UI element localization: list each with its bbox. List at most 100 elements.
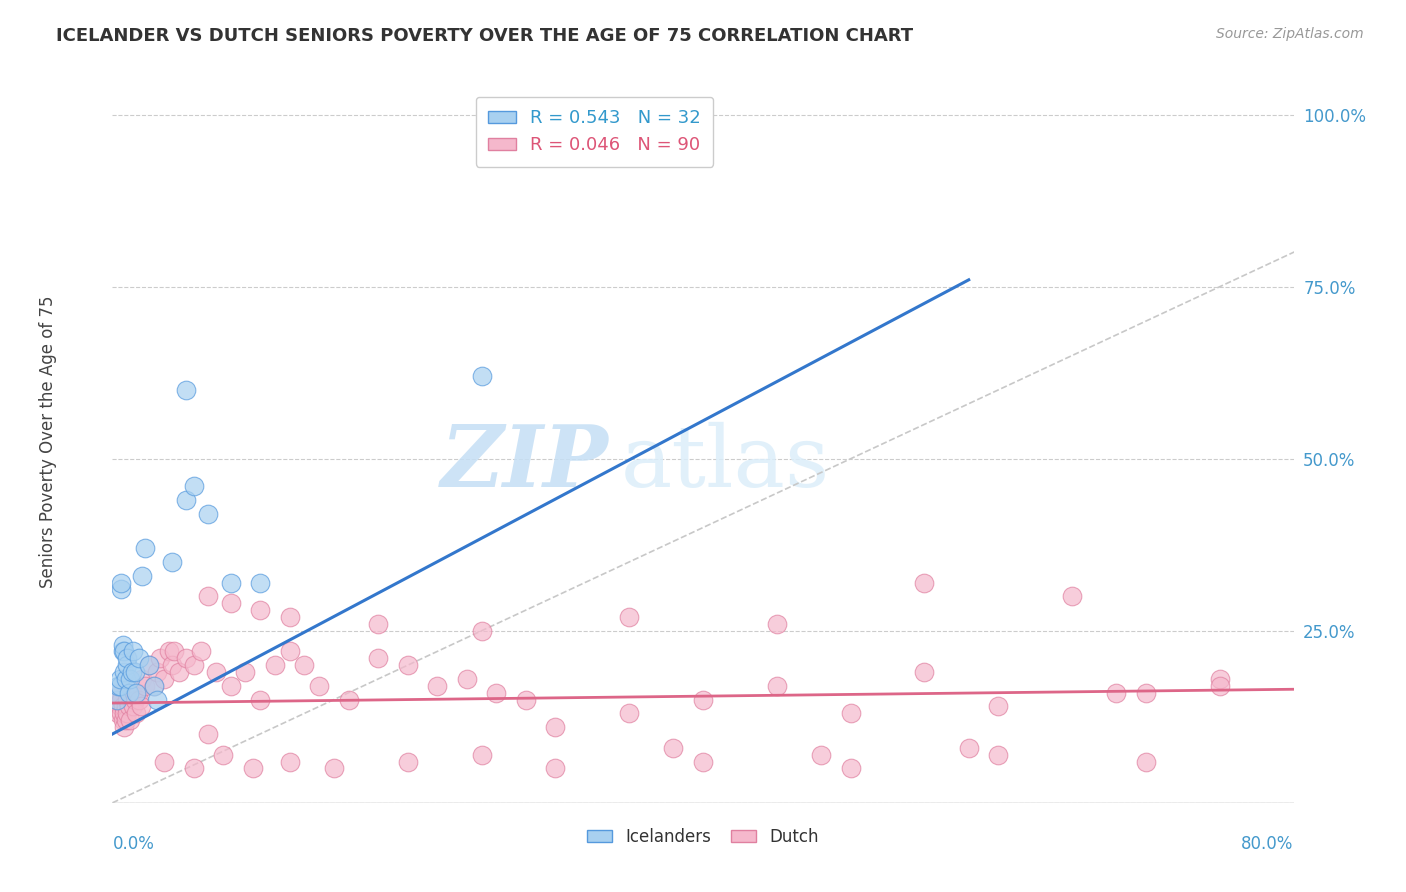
Point (142, 679, 165, 693)
Point (197, 727, 219, 741)
Point (987, 747, 1010, 762)
Point (183, 761, 205, 775)
Point (117, 651, 138, 665)
Point (117, 658, 138, 673)
Point (278, 644, 301, 658)
Point (470, 369, 494, 384)
Point (174, 651, 197, 665)
Text: Source: ZipAtlas.com: Source: ZipAtlas.com (1216, 27, 1364, 41)
Point (190, 644, 212, 658)
Point (249, 692, 271, 706)
Point (107, 706, 129, 721)
Point (233, 665, 256, 679)
Point (174, 383, 197, 397)
Point (692, 692, 714, 706)
Point (107, 679, 129, 693)
Point (110, 575, 132, 590)
Point (153, 672, 176, 686)
Point (122, 699, 145, 714)
Point (108, 699, 131, 714)
Point (183, 479, 205, 493)
Point (914, 665, 936, 679)
Point (219, 575, 242, 590)
Point (114, 672, 136, 686)
Point (396, 658, 419, 673)
Point (367, 616, 389, 631)
Point (118, 686, 141, 700)
Point (134, 679, 156, 693)
Point (129, 699, 152, 714)
Point (105, 692, 128, 706)
Point (219, 596, 242, 610)
Point (183, 658, 205, 673)
Point (120, 672, 142, 686)
Point (839, 706, 862, 721)
Point (160, 658, 183, 673)
Point (619, 128, 641, 143)
Point (456, 672, 478, 686)
Point (1062, 590, 1084, 604)
Text: atlas: atlas (620, 422, 830, 505)
Point (766, 679, 789, 693)
Point (212, 747, 235, 762)
Point (1135, 755, 1157, 769)
Text: 80.0%: 80.0% (1241, 835, 1294, 854)
Point (292, 658, 315, 673)
Point (125, 686, 148, 700)
Point (160, 555, 183, 569)
Point (122, 644, 145, 658)
Point (108, 686, 131, 700)
Point (197, 590, 219, 604)
Point (515, 692, 537, 706)
Point (112, 644, 135, 658)
Point (470, 747, 494, 762)
Point (278, 755, 301, 769)
Point (124, 665, 146, 679)
Point (174, 493, 197, 508)
Point (242, 761, 264, 775)
Point (426, 679, 449, 693)
Point (146, 692, 169, 706)
Legend: Icelanders, Dutch: Icelanders, Dutch (581, 821, 825, 852)
Point (114, 699, 136, 714)
Point (108, 679, 131, 693)
Point (1135, 686, 1157, 700)
Point (110, 692, 132, 706)
Point (117, 706, 138, 721)
Point (219, 679, 242, 693)
Point (839, 761, 862, 775)
Point (111, 713, 134, 727)
Text: Seniors Poverty Over the Age of 75: Seniors Poverty Over the Age of 75 (38, 295, 56, 588)
Point (619, 706, 641, 721)
Point (142, 679, 165, 693)
Point (662, 740, 685, 755)
Point (110, 706, 132, 721)
Point (111, 699, 134, 714)
Point (138, 658, 160, 673)
Point (544, 720, 567, 734)
Point (128, 651, 150, 665)
Point (619, 610, 641, 624)
Point (197, 507, 219, 521)
Point (692, 755, 714, 769)
Point (127, 686, 149, 700)
Text: ICELANDER VS DUTCH SENIORS POVERTY OVER THE AGE OF 75 CORRELATION CHART: ICELANDER VS DUTCH SENIORS POVERTY OVER … (56, 27, 914, 45)
Point (278, 610, 301, 624)
Point (470, 624, 494, 638)
Point (117, 692, 138, 706)
Point (110, 582, 132, 597)
Point (987, 699, 1010, 714)
Text: 0.0%: 0.0% (112, 835, 155, 854)
Point (249, 575, 271, 590)
Point (163, 644, 186, 658)
Point (167, 665, 190, 679)
Point (146, 665, 169, 679)
Point (138, 658, 160, 673)
Point (337, 692, 360, 706)
Point (323, 761, 346, 775)
Point (810, 747, 832, 762)
Point (112, 665, 135, 679)
Point (118, 699, 141, 714)
Point (121, 665, 143, 679)
Point (111, 644, 134, 658)
